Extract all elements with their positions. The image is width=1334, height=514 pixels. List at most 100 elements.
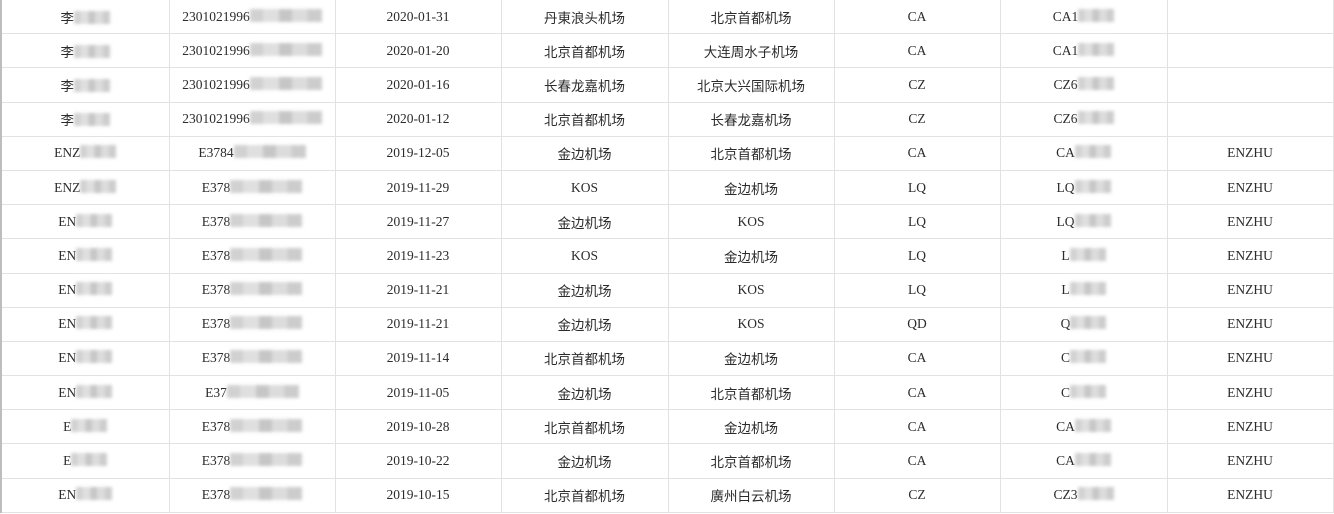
cell-departure[interactable]: 金边机场 <box>500 204 669 240</box>
cell-id-number[interactable]: E378 <box>168 238 336 274</box>
table-row[interactable]: 李 2301021996 2020-01-20 北京首都机场 大连周水子机场 CA CA1 <box>0 33 1334 69</box>
table-row[interactable]: EN E378 2019-11-23 KOS 金边机场 LQ L ENZHU <box>0 238 1334 274</box>
table-row[interactable]: 李 2301021996 2020-01-12 北京首都机场 长春龙嘉机场 CZ CZ6 <box>0 101 1334 137</box>
cell-name[interactable]: E <box>0 409 170 445</box>
cell-date[interactable]: 2020-01-12 <box>334 101 502 137</box>
table-row[interactable]: EN E378 2019-11-21 金边机场 KOS LQ L ENZHU <box>0 272 1334 308</box>
cell-departure[interactable]: 北京首都机场 <box>500 409 669 445</box>
cell-id-number[interactable]: 2301021996 <box>168 101 336 137</box>
cell-date[interactable]: 2019-11-05 <box>334 375 502 411</box>
cell-flight-number[interactable]: L <box>999 238 1168 274</box>
cell-id-number[interactable]: 2301021996 <box>168 67 336 103</box>
cell-id-number[interactable]: E378 <box>168 169 336 206</box>
cell-airline[interactable]: CA <box>833 409 1001 445</box>
cell-flight-number[interactable]: CA <box>999 443 1168 479</box>
cell-flight-number[interactable]: LQ <box>999 169 1168 206</box>
cell-date[interactable]: 2019-11-23 <box>334 238 502 274</box>
cell-name[interactable]: EN <box>0 204 170 240</box>
cell-id-number[interactable]: E378 <box>168 340 336 377</box>
cell-agent[interactable] <box>1166 67 1334 103</box>
cell-id-number[interactable]: E378 <box>168 477 336 513</box>
table-row[interactable]: E E378 2019-10-28 北京首都机场 金边机场 CA CA ENZHU <box>0 409 1334 445</box>
cell-agent[interactable]: ENZHU <box>1166 135 1334 171</box>
cell-id-number[interactable]: E378 <box>168 409 336 445</box>
cell-airline[interactable]: CA <box>833 443 1001 479</box>
cell-date[interactable]: 2019-11-27 <box>334 204 502 240</box>
cell-airline[interactable]: CA <box>833 340 1001 377</box>
cell-agent[interactable]: ENZHU <box>1166 306 1334 342</box>
cell-id-number[interactable]: E3784 <box>168 135 336 171</box>
cell-arrival[interactable]: KOS <box>667 204 835 240</box>
cell-arrival[interactable]: 北京首都机场 <box>667 443 835 479</box>
cell-date[interactable]: 2019-11-29 <box>334 169 502 206</box>
cell-airline[interactable]: LQ <box>833 169 1001 206</box>
table-row[interactable]: EN E378 2019-11-21 金边机场 KOS QD Q ENZHU <box>0 306 1334 342</box>
cell-arrival[interactable]: 大连周水子机场 <box>667 33 835 69</box>
cell-name[interactable]: 李 <box>0 0 170 35</box>
cell-id-number[interactable]: E378 <box>168 272 336 308</box>
cell-agent[interactable]: ENZHU <box>1166 238 1334 274</box>
cell-departure[interactable]: KOS <box>500 238 669 274</box>
cell-arrival[interactable]: 金边机场 <box>667 238 835 274</box>
table-row[interactable]: EN E378 2019-10-15 北京首都机场 廣州白云机场 CZ CZ3 ENZHU <box>0 477 1334 513</box>
cell-departure[interactable]: 丹東浪头机场 <box>500 0 669 35</box>
cell-flight-number[interactable]: L <box>999 272 1168 308</box>
cell-airline[interactable]: CA <box>833 135 1001 171</box>
table-row[interactable]: EN E37 2019-11-05 金边机场 北京首都机场 CA C ENZHU <box>0 375 1334 411</box>
cell-departure[interactable]: 长春龙嘉机场 <box>500 67 669 103</box>
cell-agent[interactable]: ENZHU <box>1166 409 1334 445</box>
cell-arrival[interactable]: 北京首都机场 <box>667 375 835 411</box>
cell-date[interactable]: 2020-01-31 <box>334 0 502 35</box>
cell-id-number[interactable]: E378 <box>168 204 336 240</box>
cell-date[interactable]: 2019-10-15 <box>334 477 502 513</box>
cell-departure[interactable]: 北京首都机场 <box>500 477 669 513</box>
cell-flight-number[interactable]: CA1 <box>999 33 1168 69</box>
cell-airline[interactable]: CZ <box>833 477 1001 513</box>
table-row[interactable]: 李 2301021996 2020-01-16 长春龙嘉机场 北京大兴国际机场 CZ CZ6 <box>0 67 1334 103</box>
cell-id-number[interactable]: E378 <box>168 306 336 342</box>
cell-id-number[interactable]: 2301021996 <box>168 0 336 35</box>
cell-agent[interactable]: ENZHU <box>1166 169 1334 206</box>
cell-date[interactable]: 2020-01-20 <box>334 33 502 69</box>
cell-name[interactable]: ENZ <box>0 169 170 206</box>
cell-departure[interactable]: 北京首都机场 <box>500 340 669 377</box>
table-row[interactable]: EN E378 2019-11-27 金边机场 KOS LQ LQ ENZHU <box>0 204 1334 240</box>
cell-arrival[interactable]: KOS <box>667 306 835 342</box>
cell-flight-number[interactable]: CZ6 <box>999 101 1168 137</box>
cell-flight-number[interactable]: CZ3 <box>999 477 1168 513</box>
cell-agent[interactable]: ENZHU <box>1166 340 1334 377</box>
cell-name[interactable]: ENZ <box>0 135 170 171</box>
cell-airline[interactable]: LQ <box>833 204 1001 240</box>
table-row[interactable]: ENZ E378 2019-11-29 KOS 金边机场 LQ LQ ENZHU <box>0 169 1334 206</box>
cell-airline[interactable]: LQ <box>833 272 1001 308</box>
table-row[interactable]: ENZ E3784 2019-12-05 金边机场 北京首都机场 CA CA ENZHU <box>0 135 1334 171</box>
cell-name[interactable]: 李 <box>0 33 170 69</box>
cell-agent[interactable]: ENZHU <box>1166 204 1334 240</box>
cell-airline[interactable]: CA <box>833 375 1001 411</box>
cell-arrival[interactable]: 金边机场 <box>667 340 835 377</box>
table-row[interactable]: EN E378 2019-11-14 北京首都机场 金边机场 CA C ENZHU <box>0 340 1334 377</box>
cell-name[interactable]: EN <box>0 340 170 377</box>
cell-date[interactable]: 2019-10-22 <box>334 443 502 479</box>
cell-arrival[interactable]: 金边机场 <box>667 169 835 206</box>
cell-date[interactable]: 2019-11-21 <box>334 272 502 308</box>
cell-departure[interactable]: 金边机场 <box>500 375 669 411</box>
cell-flight-number[interactable]: C <box>999 375 1168 411</box>
cell-departure[interactable]: 金边机场 <box>500 272 669 308</box>
cell-arrival[interactable]: KOS <box>667 272 835 308</box>
cell-arrival[interactable]: 北京首都机场 <box>667 135 835 171</box>
cell-date[interactable]: 2020-01-16 <box>334 67 502 103</box>
cell-id-number[interactable]: E378 <box>168 443 336 479</box>
cell-name[interactable]: 李 <box>0 67 170 103</box>
table-row[interactable]: E E378 2019-10-22 金边机场 北京首都机场 CA CA ENZHU <box>0 443 1334 479</box>
cell-name[interactable]: EN <box>0 306 170 342</box>
cell-date[interactable]: 2019-10-28 <box>334 409 502 445</box>
cell-arrival[interactable]: 廣州白云机场 <box>667 477 835 513</box>
cell-flight-number[interactable]: CA <box>999 135 1168 171</box>
cell-name[interactable]: EN <box>0 375 170 411</box>
cell-airline[interactable]: QD <box>833 306 1001 342</box>
cell-departure[interactable]: 北京首都机场 <box>500 33 669 69</box>
cell-name[interactable]: E <box>0 443 170 479</box>
cell-agent[interactable]: ENZHU <box>1166 375 1334 411</box>
cell-flight-number[interactable]: CA <box>999 409 1168 445</box>
